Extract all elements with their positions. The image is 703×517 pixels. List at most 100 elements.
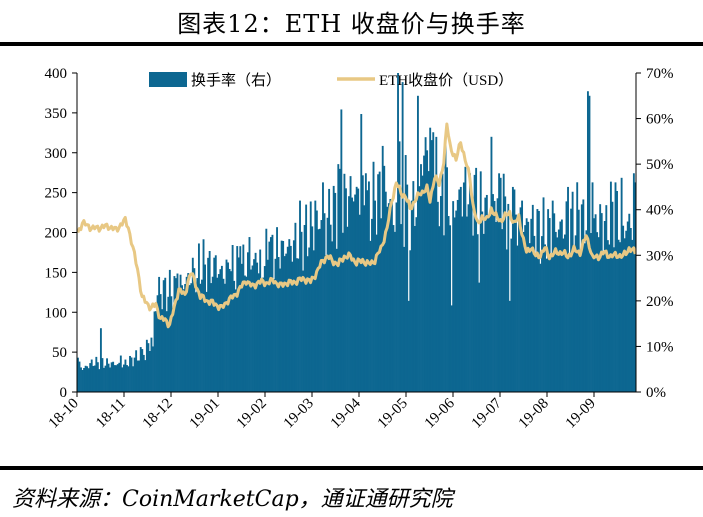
turnover-bar <box>367 181 370 392</box>
turnover-bar <box>404 155 407 392</box>
turnover-bar <box>550 253 553 392</box>
turnover-bar <box>139 347 142 392</box>
turnover-bar <box>632 173 635 392</box>
turnover-bar <box>580 204 583 392</box>
turnover-bar <box>568 253 571 392</box>
turnover-bar <box>147 343 150 392</box>
turnover-bar <box>173 276 176 392</box>
turnover-bar <box>171 307 174 392</box>
turnover-bar <box>142 354 145 392</box>
turnover-bar <box>161 309 164 392</box>
turnover-bar <box>277 257 280 392</box>
turnover-bar <box>530 218 533 392</box>
turnover-bar <box>579 253 582 392</box>
turnover-bar <box>283 256 286 392</box>
turnover-bar <box>178 288 180 392</box>
turnover-bar <box>268 241 271 392</box>
right-tick-label: 10% <box>646 339 674 355</box>
turnover-bar <box>228 268 231 392</box>
x-tick-label: 19-06 <box>422 395 458 431</box>
turnover-bar <box>525 218 528 392</box>
turnover-bar <box>78 361 81 392</box>
turnover-bar <box>527 221 530 392</box>
turnover-bar <box>603 220 606 392</box>
turnover-bar <box>156 295 159 392</box>
turnover-bar <box>403 246 406 392</box>
turnover-bar <box>487 215 490 392</box>
turnover-bar <box>259 249 262 392</box>
turnover-bar <box>167 296 170 392</box>
turnover-bar <box>441 173 444 392</box>
turnover-bar <box>337 164 340 392</box>
turnover-bar <box>386 206 389 392</box>
turnover-bar <box>398 141 401 392</box>
turnover-bar <box>384 191 387 392</box>
turnover-bar <box>493 200 496 392</box>
turnover-bar <box>605 205 608 392</box>
turnover-bar <box>492 194 494 392</box>
turnover-bar <box>349 176 352 392</box>
turnover-bar <box>188 285 191 392</box>
turnover-bar <box>424 137 427 392</box>
turnover-bar <box>407 300 410 392</box>
turnover-bar <box>148 350 151 392</box>
turnover-bar <box>153 311 156 392</box>
turnover-bar <box>119 355 122 392</box>
turnover-bar <box>481 211 484 392</box>
turnover-bar <box>87 368 90 392</box>
turnover-bar <box>634 182 637 392</box>
turnover-bar <box>516 245 519 392</box>
turnover-bar <box>560 219 563 392</box>
source-note: 资料来源：CoinMarketCap，通证通研究院 <box>12 487 453 512</box>
turnover-bar <box>314 200 317 392</box>
turnover-bar <box>162 280 165 392</box>
turnover-bar <box>573 248 576 392</box>
turnover-bar <box>308 247 311 392</box>
turnover-bar <box>227 262 229 392</box>
turnover-bar <box>571 191 574 392</box>
turnover-bar <box>184 284 187 392</box>
turnover-bar <box>340 109 343 393</box>
turnover-bar <box>565 201 568 392</box>
turnover-bar <box>406 184 409 392</box>
turnover-bar <box>381 145 384 392</box>
turnover-bar <box>377 174 380 392</box>
turnover-bar <box>620 177 623 392</box>
turnover-bar <box>593 218 595 392</box>
bottom-rule <box>0 466 703 470</box>
turnover-bar <box>484 197 487 392</box>
turnover-bar <box>282 240 285 392</box>
turnover-bar <box>112 361 115 392</box>
turnover-bar <box>423 155 425 392</box>
turnover-bar <box>335 248 338 392</box>
turnover-bar <box>502 173 505 392</box>
turnover-bar <box>126 365 128 392</box>
turnover-bar <box>168 269 171 392</box>
left-tick-label: 350 <box>45 106 68 122</box>
turnover-bar <box>289 245 292 392</box>
x-tick-label: 19-08 <box>516 396 552 432</box>
turnover-bar <box>299 200 301 392</box>
turnover-bar <box>245 276 248 392</box>
turnover-bar <box>122 364 125 392</box>
turnover-bar <box>567 186 569 392</box>
turnover-bar <box>243 275 246 392</box>
turnover-bar <box>240 263 243 392</box>
turnover-bar <box>222 278 225 392</box>
turnover-bar <box>242 244 245 392</box>
turnover-bar <box>352 201 355 392</box>
eth-chart: 0 50 100 150 200 250 300 350 400 0% 10% 20% 30% 40% 50… <box>45 66 674 432</box>
turnover-bar <box>205 291 208 392</box>
turnover-bar <box>141 349 144 392</box>
turnover-bar <box>392 225 395 392</box>
turnover-bar <box>397 73 399 392</box>
turnover-bar <box>470 192 473 392</box>
x-tick-label: 19-07 <box>469 395 505 431</box>
turnover-bar <box>219 269 222 392</box>
turnover-bar <box>467 204 470 392</box>
turnover-bar <box>121 367 124 392</box>
turnover-bar <box>124 359 127 392</box>
turnover-bar <box>623 238 626 392</box>
turnover-bar <box>554 231 557 392</box>
turnover-bar <box>413 225 416 392</box>
